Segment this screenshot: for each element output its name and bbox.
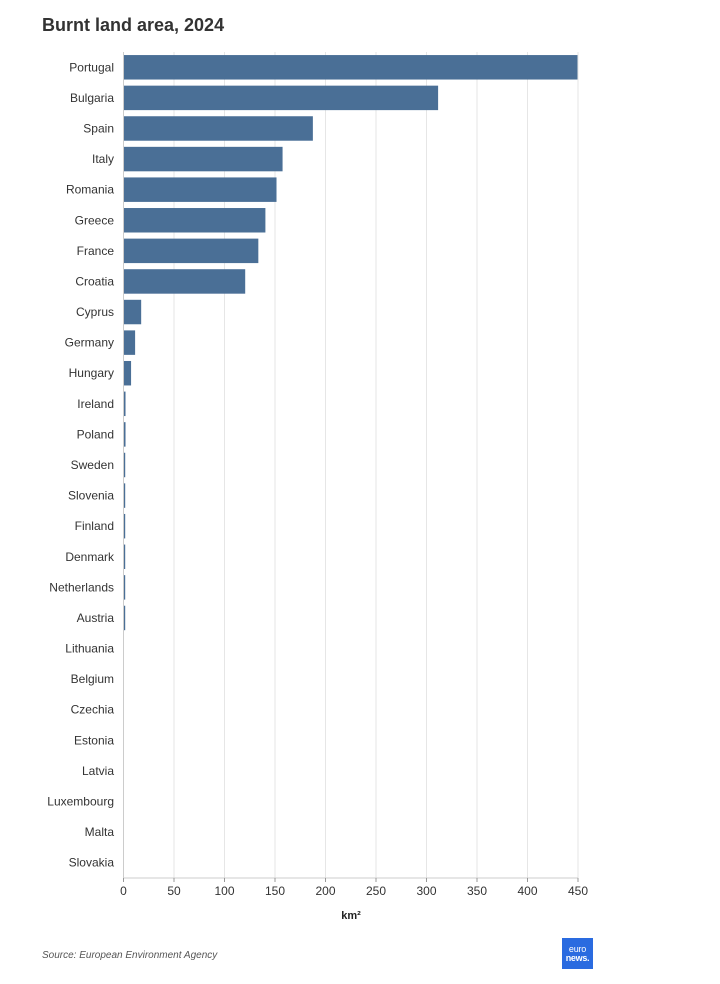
logo-line2: news. (565, 952, 590, 963)
bar (124, 391, 126, 417)
bar (124, 238, 259, 264)
category-label: France (77, 244, 115, 258)
category-label: Ireland (77, 397, 114, 411)
x-tick-label: 200 (315, 884, 335, 898)
category-label: Spain (83, 121, 114, 135)
category-label: Italy (92, 152, 114, 166)
category-label: Netherlands (49, 580, 114, 594)
category-label: Estonia (74, 733, 114, 747)
bar (124, 452, 126, 478)
bar (124, 544, 126, 570)
x-tick-label: 350 (467, 884, 487, 898)
category-label: Malta (85, 825, 115, 839)
euronews-logo: euro news. (562, 938, 593, 969)
x-tick-label: 400 (517, 884, 537, 898)
x-tick-label: 0 (120, 884, 127, 898)
category-label: Cyprus (76, 305, 114, 319)
bar (124, 330, 136, 355)
category-label: Slovenia (68, 489, 114, 503)
x-tick-label: 50 (167, 884, 181, 898)
chart-title: Burnt land area, 2024 (42, 15, 225, 35)
category-labels: Portugal Bulgaria Spain Italy Romania Greece F… (47, 60, 115, 869)
x-tick-label: 100 (214, 884, 234, 898)
category-label: Czechia (71, 703, 115, 717)
bar (124, 85, 439, 111)
category-label: Croatia (75, 274, 114, 288)
bar (124, 146, 283, 172)
bar (124, 55, 578, 80)
category-label: Poland (77, 427, 114, 441)
category-label: Finland (75, 519, 114, 533)
x-axis-label: km² (341, 910, 361, 922)
bar (124, 299, 142, 325)
x-tick-labels: 0 50 100 150 200 250 300 350 400 450 (120, 878, 588, 898)
bar (124, 177, 277, 202)
category-label: Greece (75, 213, 115, 227)
category-label: Denmark (65, 550, 115, 564)
category-label: Germany (65, 336, 114, 350)
category-label: Luxembourg (47, 795, 114, 809)
category-label: Austria (77, 611, 115, 625)
grid-lines (123, 52, 579, 879)
x-tick-label: 250 (366, 884, 386, 898)
category-label: Belgium (71, 672, 114, 686)
category-label: Latvia (82, 764, 114, 778)
bar (124, 116, 313, 141)
category-label: Romania (66, 183, 114, 197)
bar (124, 575, 126, 600)
bar (124, 208, 266, 233)
bar (124, 513, 126, 539)
bar (124, 422, 126, 447)
source-note: Source: European Environment Agency (42, 950, 218, 961)
x-tick-label: 150 (265, 884, 285, 898)
bar (124, 360, 132, 386)
category-label: Portugal (69, 60, 114, 74)
bar (124, 483, 126, 508)
category-label: Lithuania (65, 642, 114, 656)
category-label: Slovakia (69, 856, 115, 870)
bar (124, 605, 126, 631)
x-tick-label: 300 (416, 884, 436, 898)
logo-line1: euro (568, 943, 587, 954)
bar (124, 269, 246, 294)
bars (124, 55, 578, 631)
category-label: Sweden (71, 458, 114, 472)
bar-chart: Portugal Bulgaria Spain Italy Romania Greece F… (47, 52, 588, 922)
category-label: Hungary (69, 366, 114, 380)
x-tick-label: 450 (568, 884, 588, 898)
category-label: Bulgaria (70, 91, 114, 105)
